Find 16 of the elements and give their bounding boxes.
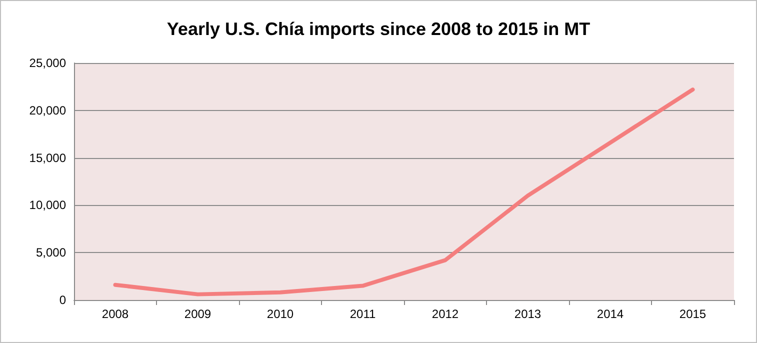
x-tick-label: 2010 xyxy=(266,307,294,321)
x-tick-label: 2008 xyxy=(102,307,129,321)
y-tick-label: 20,000 xyxy=(29,103,66,118)
y-tick-label: 0 xyxy=(59,293,66,307)
x-tick-label: 2011 xyxy=(350,307,376,321)
x-tick-label: 2012 xyxy=(432,307,459,321)
x-tick-label: 2013 xyxy=(514,307,542,321)
x-tick-label: 2015 xyxy=(679,307,706,321)
chart-title: Yearly U.S. Chía imports since 2008 to 2015 in MT xyxy=(166,19,590,39)
y-tick-label: 15,000 xyxy=(29,150,66,165)
x-tick-label: 2009 xyxy=(184,307,212,321)
y-tick-label: 5,000 xyxy=(36,246,66,260)
line-series xyxy=(113,88,695,296)
y-tick-label: 25,000 xyxy=(29,56,66,70)
x-tick-label: 2014 xyxy=(596,307,624,321)
y-tick-label: 10,000 xyxy=(29,198,66,212)
